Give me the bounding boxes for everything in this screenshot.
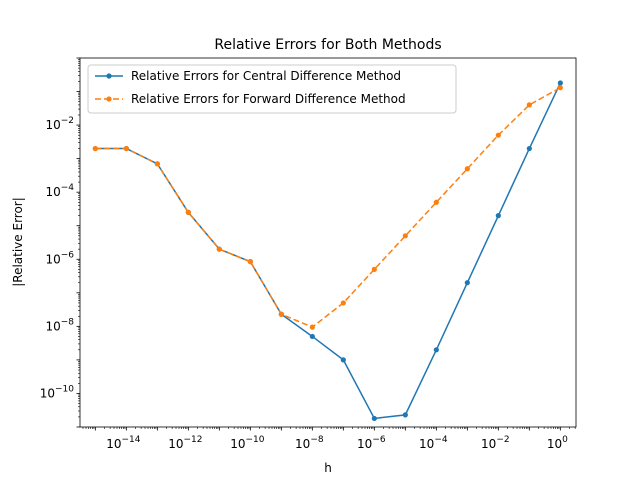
- y-tick-label: 10−6: [45, 250, 74, 266]
- data-point: [154, 161, 160, 167]
- x-tick-label: 10−4: [419, 435, 448, 451]
- data-point: [92, 145, 98, 152]
- x-tick-label: 100: [547, 435, 568, 451]
- legend-box: [87, 64, 457, 114]
- data-point: [123, 145, 129, 152]
- data-point: [526, 145, 532, 152]
- axes-frame: [79, 57, 577, 428]
- data-point: [371, 266, 377, 272]
- y-tick-label: 10−2: [45, 116, 74, 132]
- data-point: [278, 311, 284, 317]
- data-point: [185, 209, 191, 215]
- x-tick-label: 10−2: [481, 435, 510, 451]
- data-point: [340, 300, 346, 306]
- legend-entry-label: Relative Errors for Forward Difference M…: [131, 92, 406, 106]
- chart-title: Relative Errors for Both Methods: [214, 37, 441, 53]
- legend: Relative Errors for Central Difference M…: [87, 64, 457, 114]
- data-point: [526, 102, 532, 108]
- data-point: [433, 199, 439, 205]
- y-tick-label: 10−8: [45, 317, 74, 333]
- data-point: [309, 333, 315, 340]
- data-point: [464, 166, 470, 172]
- y-axis: 10−10 10−8 10−6 10−4 10−2: [40, 57, 80, 428]
- data-point: [309, 324, 315, 330]
- data-point: [433, 347, 439, 353]
- x-tick-label: 10−14: [106, 435, 141, 451]
- series-line-2: [95, 87, 561, 328]
- x-tick-label: 10−6: [357, 435, 386, 451]
- legend-swatch-marker: [106, 96, 112, 102]
- data-point: [495, 213, 501, 219]
- data-point: [402, 233, 408, 239]
- legend-swatch-marker: [106, 73, 112, 79]
- plot-area: [92, 80, 563, 422]
- data-point: [216, 246, 222, 252]
- data-point: [340, 357, 346, 363]
- data-point: [402, 412, 408, 418]
- data-point: [557, 85, 563, 91]
- legend-entry-label: Relative Errors for Central Difference M…: [131, 69, 401, 83]
- data-point: [557, 80, 563, 86]
- y-tick-label: 10−10: [40, 384, 75, 400]
- x-tick-label: 10−12: [168, 435, 202, 451]
- x-tick-label: 10−8: [295, 435, 324, 451]
- data-point: [247, 259, 253, 265]
- y-axis-label: |Relative Error|: [11, 197, 25, 287]
- x-axis: 10−14 10−12 10−10 10−8 10−6 10−4 10−2 100: [82, 427, 576, 451]
- data-point: [371, 415, 377, 422]
- x-axis-label: h: [324, 461, 332, 475]
- data-point: [464, 280, 470, 286]
- series-line-1: [95, 82, 562, 420]
- y-tick-label: 10−4: [45, 183, 74, 199]
- data-point: [495, 132, 501, 138]
- x-tick-label: 10−10: [230, 435, 265, 451]
